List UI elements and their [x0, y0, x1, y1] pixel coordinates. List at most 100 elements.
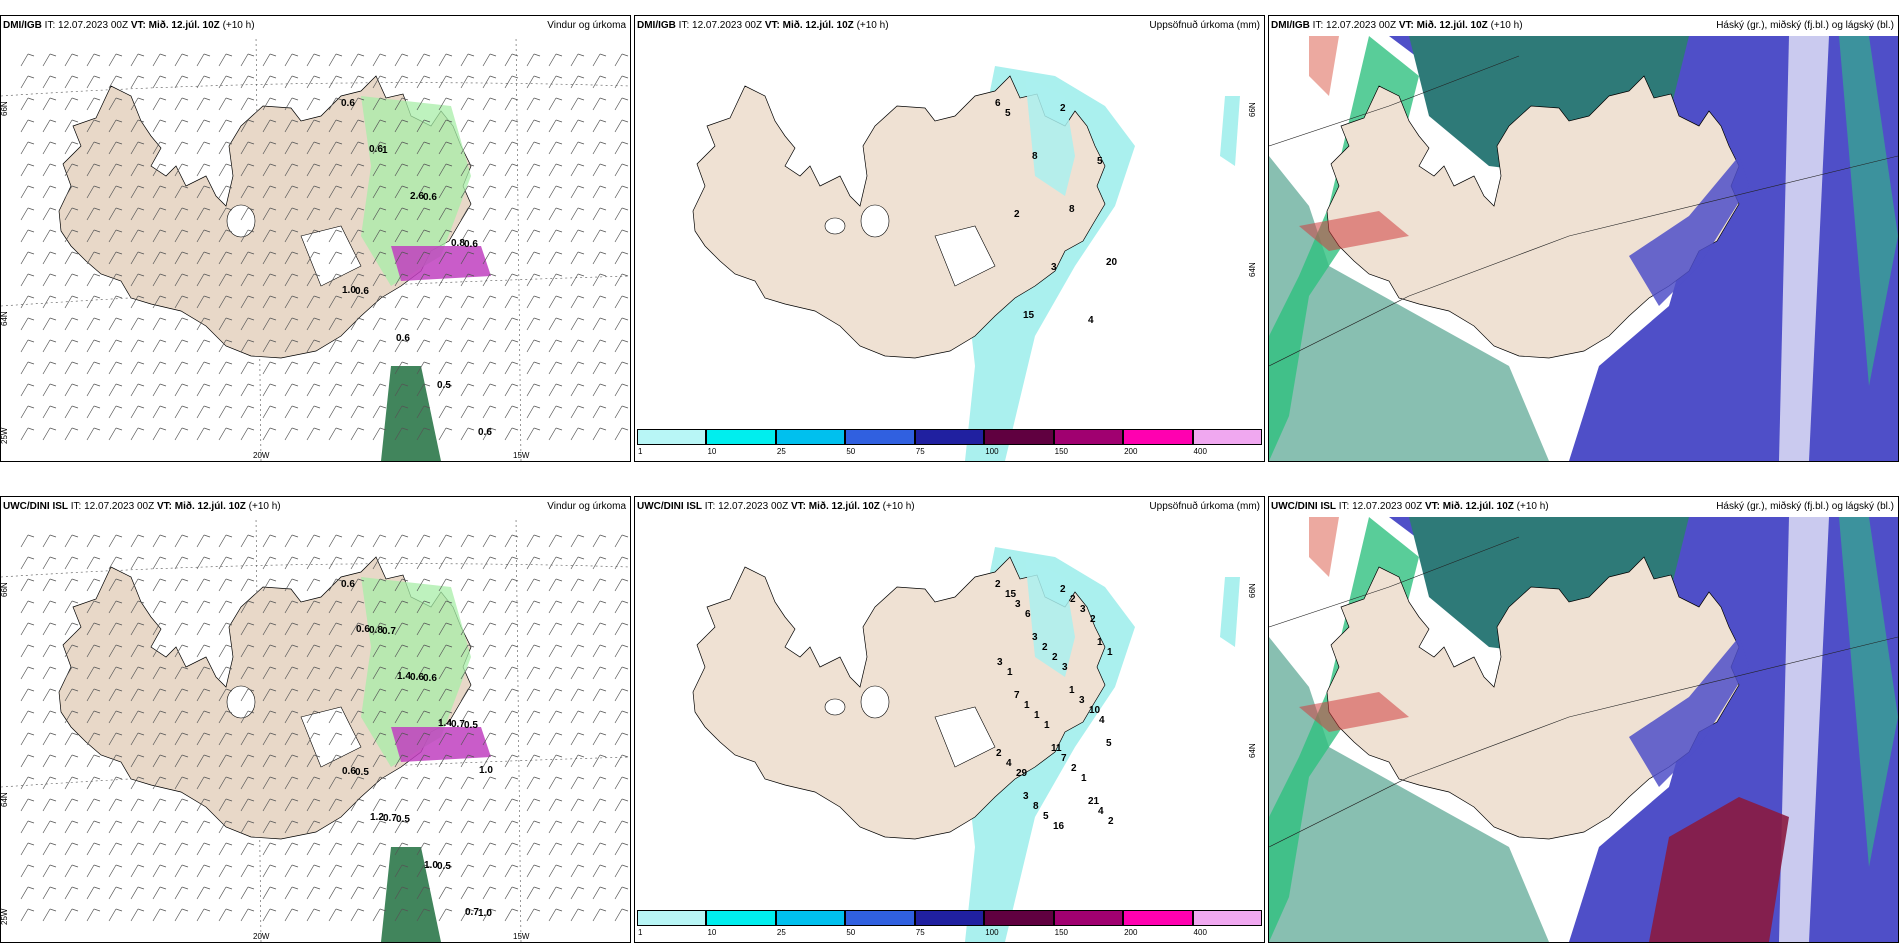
- precip-value: 0.5: [355, 767, 369, 778]
- wind-barb: [218, 185, 233, 199]
- precip-value: 15: [1023, 310, 1035, 321]
- wind-barb: [548, 864, 563, 878]
- wind-barb: [306, 754, 321, 768]
- precip-value: 0.6: [341, 98, 355, 109]
- wind-barb: [218, 53, 233, 67]
- wind-barb: [394, 339, 409, 353]
- wind-barb: [20, 798, 35, 812]
- wind-barb: [218, 339, 233, 353]
- wind-barb: [130, 75, 145, 89]
- model-name: UWC/DINI ISL: [3, 501, 68, 512]
- wind-barb: [174, 732, 189, 746]
- wind-barb: [130, 427, 145, 441]
- wind-barb: [218, 97, 233, 111]
- wind-barb: [240, 776, 255, 790]
- precip-value: 8: [1032, 151, 1038, 162]
- wind-barb: [306, 534, 321, 548]
- wind-barb: [570, 688, 585, 702]
- wind-barb: [152, 776, 167, 790]
- wind-barb: [570, 141, 585, 155]
- wind-barb: [218, 622, 233, 636]
- wind-barb: [152, 600, 167, 614]
- wind-barb: [548, 710, 563, 724]
- wind-barb: [196, 361, 211, 375]
- wind-barb: [614, 578, 629, 592]
- wind-barb: [482, 600, 497, 614]
- wind-barb: [592, 207, 607, 221]
- wind-barb: [372, 688, 387, 702]
- wind-barb: [108, 908, 123, 922]
- wind-barb: [130, 754, 145, 768]
- wind-barb: [394, 666, 409, 680]
- wind-barb: [416, 688, 431, 702]
- wind-barb: [196, 666, 211, 680]
- wind-barb: [152, 622, 167, 636]
- wind-barb: [86, 600, 101, 614]
- colorbar-tick: 400: [1193, 928, 1207, 937]
- iceland-land: [1326, 75, 1740, 359]
- colorbar-tick: 10: [707, 928, 717, 937]
- wind-barb: [548, 119, 563, 133]
- wind-barb: [614, 251, 629, 265]
- wind-barb: [306, 273, 321, 287]
- lon-label-25w: 25W: [1, 427, 9, 444]
- wind-barb: [218, 273, 233, 287]
- wind-barb: [306, 405, 321, 419]
- colorbar-swatch: [1123, 429, 1193, 445]
- wind-barb: [372, 798, 387, 812]
- colorbar-swatch: [706, 429, 776, 445]
- wind-barb: [482, 556, 497, 570]
- wind-barb: [482, 75, 497, 89]
- precip-value: 4: [1099, 715, 1105, 726]
- wind-barb: [196, 97, 211, 111]
- wind-barb: [64, 820, 79, 834]
- precip-value: 0.6: [341, 579, 355, 590]
- wind-barb: [20, 273, 35, 287]
- wind-barb: [218, 383, 233, 397]
- wind-barb: [130, 229, 145, 243]
- wind-barb: [20, 97, 35, 111]
- wind-barb: [416, 339, 431, 353]
- wind-barb: [394, 820, 409, 834]
- wind-barb: [64, 75, 79, 89]
- wind-barb: [350, 339, 365, 353]
- precip-value: 0.6: [478, 427, 492, 438]
- init-time: IT: 12.07.2023 00Z: [1338, 501, 1423, 512]
- wind-barb: [614, 908, 629, 922]
- wind-barb: [284, 273, 299, 287]
- wind-barb: [306, 295, 321, 309]
- wind-barb: [592, 53, 607, 67]
- wind-barb: [394, 405, 409, 419]
- wind-barb: [526, 556, 541, 570]
- wind-barb: [416, 754, 431, 768]
- wind-barb: [438, 361, 453, 375]
- wind-barb: [504, 185, 519, 199]
- wind-barb: [152, 886, 167, 900]
- wind-barb: [284, 383, 299, 397]
- wind-barb: [416, 273, 431, 287]
- wind-barb: [328, 75, 343, 89]
- wind-barb: [548, 251, 563, 265]
- lead-time: (+10 h): [1516, 501, 1549, 512]
- wind-barb: [218, 229, 233, 243]
- wind-barb: [130, 556, 145, 570]
- colorbar-swatch: [914, 429, 985, 445]
- wind-barb: [592, 556, 607, 570]
- wind-barb: [196, 251, 211, 265]
- wind-barb: [548, 75, 563, 89]
- wind-barb: [438, 339, 453, 353]
- wind-barb: [372, 820, 387, 834]
- wind-barb: [350, 600, 365, 614]
- wind-barb: [460, 383, 475, 397]
- wind-barb: [306, 141, 321, 155]
- wind-barb: [86, 251, 101, 265]
- wind-barb: [240, 644, 255, 658]
- wind-barb: [284, 97, 299, 111]
- wind-barb: [42, 754, 57, 768]
- wind-barb: [438, 119, 453, 133]
- map-panel: DMI/IGB IT: 12.07.2023 00Z VT: Mið. 12.j…: [634, 15, 1265, 462]
- wind-barb: [570, 53, 585, 67]
- wind-barb: [284, 666, 299, 680]
- wind-barb: [196, 710, 211, 724]
- wind-barb: [614, 776, 629, 790]
